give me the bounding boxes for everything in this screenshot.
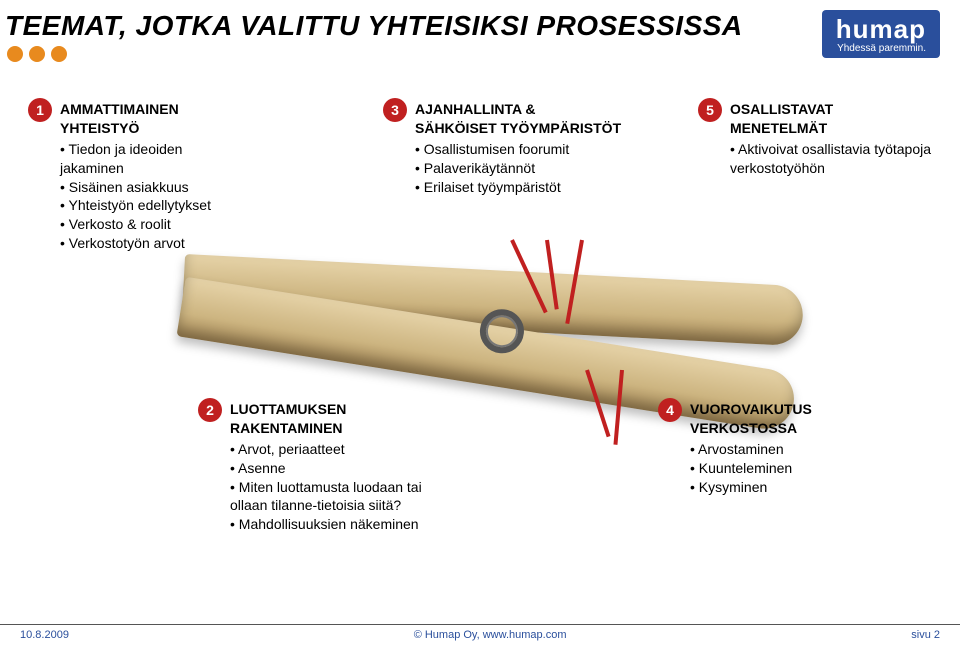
list-item: Kysyminen: [690, 478, 890, 497]
topic-number: 5: [698, 98, 722, 122]
callout-line: [565, 240, 584, 324]
topic-block-1: 1 AMMATTIMAINEN YHTEISTYÖ Tiedon ja ideo…: [60, 100, 240, 253]
topic-title: RAKENTAMINEN: [230, 419, 460, 438]
topic-list: Tiedon ja ideoiden jakaminen Sisäinen as…: [60, 140, 240, 253]
callout-line: [585, 369, 610, 437]
slide-footer: 10.8.2009 © Humap Oy, www.humap.com sivu…: [0, 624, 960, 641]
list-item: Verkostotyön arvot: [60, 234, 240, 253]
list-item: Kuunteleminen: [690, 459, 890, 478]
list-item: Osallistumisen foorumit: [415, 140, 655, 159]
topic-block-4: 4 VUOROVAIKUTUS VERKOSTOSSA Arvostaminen…: [690, 400, 890, 496]
callout-line: [545, 240, 559, 310]
topic-title: AJANHALLINTA &: [415, 100, 655, 119]
topic-block-3: 3 AJANHALLINTA & SÄHKÖISET TYÖYMPÄRISTÖT…: [415, 100, 655, 196]
topic-number: 1: [28, 98, 52, 122]
list-item: Erilaiset työympäristöt: [415, 178, 655, 197]
logo-text: humap: [836, 16, 926, 42]
topic-number: 2: [198, 398, 222, 422]
pin-spring: [478, 307, 526, 355]
list-item: Sisäinen asiakkuus: [60, 178, 240, 197]
dot-icon: [51, 46, 67, 62]
dot-icon: [7, 46, 23, 62]
topic-list: Arvostaminen Kuunteleminen Kysyminen: [690, 440, 890, 497]
list-item: Arvot, periaatteet: [230, 440, 460, 459]
title-block: TEEMAT, JOTKA VALITTU YHTEISIKSI PROSESS…: [5, 10, 743, 62]
topic-title: VERKOSTOSSA: [690, 419, 890, 438]
footer-copyright: © Humap Oy, www.humap.com: [414, 629, 567, 641]
footer-date: 10.8.2009: [20, 629, 69, 641]
topic-block-5: 5 OSALLISTAVAT MENETELMÄT Aktivoivat osa…: [730, 100, 940, 178]
list-item: Palaverikäytännöt: [415, 159, 655, 178]
list-item: Mahdollisuuksien näkeminen: [230, 515, 460, 534]
dot-icon: [29, 46, 45, 62]
slide-header: TEEMAT, JOTKA VALITTU YHTEISIKSI PROSESS…: [0, 0, 960, 62]
list-item: Aktivoivat osallistavia työtapoja verkos…: [730, 140, 940, 178]
topic-title: VUOROVAIKUTUS: [690, 400, 890, 419]
topic-number: 3: [383, 98, 407, 122]
topic-list: Osallistumisen foorumit Palaverikäytännö…: [415, 140, 655, 197]
list-item: Yhteistyön edellytykset: [60, 196, 240, 215]
topic-number: 4: [658, 398, 682, 422]
topic-title: MENETELMÄT: [730, 119, 940, 138]
pin-top: [182, 254, 804, 346]
humap-logo: humap Yhdessä paremmin.: [822, 10, 940, 58]
list-item: Verkosto & roolit: [60, 215, 240, 234]
slide-title: TEEMAT, JOTKA VALITTU YHTEISIKSI PROSESS…: [5, 10, 743, 42]
callout-line: [613, 370, 624, 445]
dot-row: [7, 46, 743, 62]
topic-block-2: 2 LUOTTAMUKSEN RAKENTAMINEN Arvot, peria…: [230, 400, 460, 534]
topic-list: Aktivoivat osallistavia työtapoja verkos…: [730, 140, 940, 178]
footer-page: sivu 2: [911, 629, 940, 641]
topic-list: Arvot, periaatteet Asenne Miten luottamu…: [230, 440, 460, 534]
topic-title: LUOTTAMUKSEN: [230, 400, 460, 419]
diagram-stage: 1 AMMATTIMAINEN YHTEISTYÖ Tiedon ja ideo…: [0, 70, 960, 600]
topic-title: AMMATTIMAINEN: [60, 100, 240, 119]
list-item: Arvostaminen: [690, 440, 890, 459]
list-item: Tiedon ja ideoiden jakaminen: [60, 140, 240, 178]
topic-title: SÄHKÖISET TYÖYMPÄRISTÖT: [415, 119, 655, 138]
list-item: Miten luottamusta luodaan tai ollaan til…: [230, 478, 460, 516]
callout-line: [510, 239, 547, 313]
list-item: Asenne: [230, 459, 460, 478]
logo-tagline: Yhdessä paremmin.: [836, 44, 926, 54]
topic-title: YHTEISTYÖ: [60, 119, 240, 138]
topic-title: OSALLISTAVAT: [730, 100, 940, 119]
